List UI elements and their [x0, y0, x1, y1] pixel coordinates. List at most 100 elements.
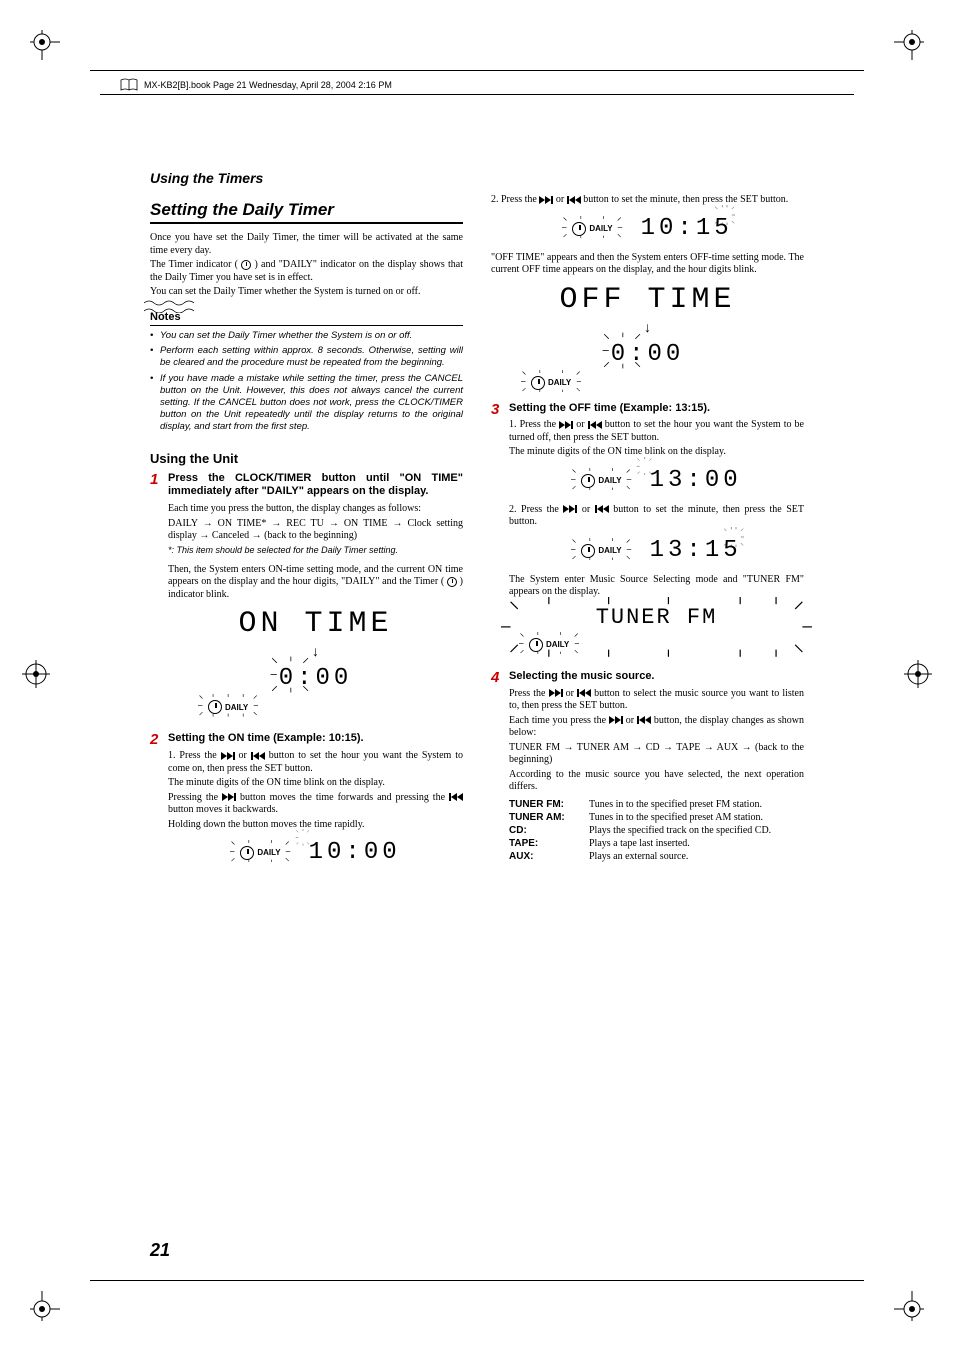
prev-track-icon [588, 421, 602, 429]
step2-sub1: 1. Press the or button to set the hour y… [168, 750, 463, 775]
seg-display-time: 0:00 [611, 341, 685, 368]
display-off-time: OFF TIME ↓ 0:00 DAILY [491, 283, 804, 396]
prev-track-icon [251, 752, 265, 760]
prev-track-icon [567, 196, 581, 204]
prev-track-icon [637, 716, 651, 724]
intro-p3: You can set the Daily Timer whether the … [150, 286, 463, 299]
note-item: You can set the Daily Timer whether the … [150, 330, 463, 342]
step-title: Selecting the music source. [509, 670, 804, 684]
next-track-icon [222, 793, 236, 801]
display-row: DAILY 13:15 [509, 537, 804, 564]
daily-indicator: DAILY [198, 694, 258, 720]
blink-radiate-icon [571, 538, 631, 561]
step1-cycle: DAILY → ON TIME* → REC TU → ON TIME → Cl… [168, 518, 463, 543]
intro-p1: Once you have set the Daily Timer, the t… [150, 232, 463, 257]
blink-radiate-icon [230, 840, 290, 863]
blink-radiate-icon [519, 632, 579, 655]
table-row: TUNER AM:Tunes in to the specified prese… [509, 811, 804, 824]
step-3: 3 Setting the OFF time (Example: 13:15).… [491, 402, 804, 664]
note-item: Perform each setting within approx. 8 se… [150, 345, 463, 369]
prev-track-icon [595, 505, 609, 513]
step-number: 3 [491, 402, 503, 664]
display-row: DAILY 10:00 [168, 839, 463, 866]
clock-icon [447, 577, 457, 587]
display-on-time: ON TIME ↓ 0:00 DAILY [168, 607, 463, 720]
seg-display-time: 0:00 [279, 665, 353, 692]
seg-display-time: 10:15 [641, 215, 733, 242]
note-item: If you have made a mistake while setting… [150, 373, 463, 432]
page-body: Using the Timers Setting the Daily Timer… [150, 170, 804, 1231]
step-4: 4 Selecting the music source. Press the … [491, 670, 804, 863]
seg-display-text: ON TIME [238, 607, 392, 641]
step2-p3: Holding down the button moves the time r… [168, 819, 463, 832]
crop-mark-icon [894, 1291, 924, 1321]
step2-p2: Pressing the button moves the time forwa… [168, 792, 463, 817]
columns: Setting the Daily Timer Once you have se… [150, 192, 804, 876]
main-title: Setting the Daily Timer [150, 200, 463, 224]
display-row: DAILY 13:00 [509, 467, 804, 494]
step-1: 1 Press the CLOCK/TIMER button until "ON… [150, 472, 463, 727]
step1-footnote: *: This item should be selected for the … [168, 545, 463, 556]
step3-p1: The minute digits of the ON time blink o… [509, 446, 804, 459]
book-icon [120, 78, 138, 92]
book-meta-text: MX-KB2[B].book Page 21 Wednesday, April … [144, 80, 392, 90]
step-title: Setting the ON time (Example: 10:15). [168, 732, 463, 746]
display-row: DAILY 10:15 [491, 215, 804, 242]
intro-text: Once you have set the Daily Timer, the t… [150, 232, 463, 299]
source-table: TUNER FM:Tunes in to the specified prese… [509, 798, 804, 863]
daily-indicator: DAILY [230, 840, 290, 866]
step-number: 1 [150, 472, 162, 727]
daily-indicator: DAILY [521, 370, 581, 396]
daily-indicator: DAILY [562, 216, 622, 242]
crop-mark-icon [894, 30, 924, 60]
seg-display-time: 13:15 [650, 537, 742, 564]
next-track-icon [221, 752, 235, 760]
next-track-icon [563, 505, 577, 513]
clock-icon [241, 260, 251, 270]
seg-display-time: 13:00 [650, 467, 742, 494]
blink-radiate-icon [562, 216, 622, 239]
crop-mark-icon [30, 30, 60, 60]
using-unit-heading: Using the Unit [150, 451, 463, 466]
registration-mark-icon [22, 660, 50, 688]
notes-label: Notes [150, 311, 181, 323]
next-track-icon [539, 196, 553, 204]
registration-mark-icon [904, 660, 932, 688]
step1-p2: Then, the System enters ON-time setting … [168, 564, 463, 602]
meta-divider [100, 94, 854, 95]
step4-p3: According to the music source you have s… [509, 769, 804, 794]
prev-track-icon [577, 689, 591, 697]
down-arrow-icon: ↓ [312, 645, 319, 661]
left-column: Setting the Daily Timer Once you have se… [150, 192, 463, 876]
crop-mark-icon [30, 1291, 60, 1321]
daily-indicator: DAILY [571, 538, 631, 564]
intro-p2: The Timer indicator ( ) and "DAILY" indi… [150, 259, 463, 284]
section-header: Using the Timers [150, 170, 804, 186]
seg-display-text: OFF TIME [559, 283, 735, 317]
step4-cycle: TUNER FM → TUNER AM → CD → TAPE → AUX → … [509, 742, 804, 767]
blink-radiate-icon [198, 694, 258, 717]
step2-p4: "OFF TIME" appears and then the System e… [491, 252, 804, 277]
table-row: AUX:Plays an external source. [509, 850, 804, 863]
step-2: 2 Setting the ON time (Example: 10:15). … [150, 732, 463, 876]
notes-divider [150, 325, 463, 326]
step-number: 4 [491, 670, 503, 863]
blink-radiate-icon [521, 370, 581, 393]
step3-sub2: 2. Press the or button to set the minute… [509, 504, 804, 529]
book-meta: MX-KB2[B].book Page 21 Wednesday, April … [120, 78, 392, 92]
step-number: 2 [150, 732, 162, 876]
next-track-icon [559, 421, 573, 429]
step1-p1: Each time you press the button, the disp… [168, 503, 463, 516]
next-track-icon [609, 716, 623, 724]
daily-indicator: DAILY [571, 468, 631, 494]
step3-p2: The System enter Music Source Selecting … [509, 574, 804, 599]
table-row: TUNER FM:Tunes in to the specified prese… [509, 798, 804, 811]
down-arrow-icon: ↓ [644, 321, 651, 337]
table-row: CD:Plays the specified track on the spec… [509, 824, 804, 837]
page: MX-KB2[B].book Page 21 Wednesday, April … [0, 0, 954, 1351]
step4-p2: Each time you press the or button, the d… [509, 715, 804, 740]
page-number: 21 [150, 1240, 170, 1261]
step4-p1: Press the or button to select the music … [509, 688, 804, 713]
seg-display-text: TUNER FM [509, 605, 804, 630]
step3-sub1: 1. Press the or button to set the hour y… [509, 419, 804, 444]
